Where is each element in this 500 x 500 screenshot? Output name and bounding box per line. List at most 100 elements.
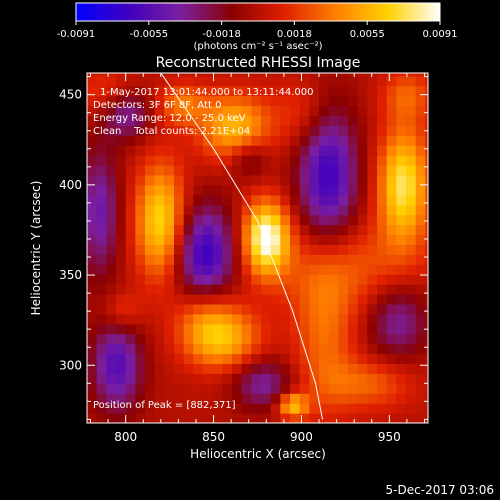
heatmap-cell: [348, 274, 359, 285]
heatmap-cell: [377, 244, 388, 255]
heatmap-cell: [367, 313, 378, 325]
heatmap-cell: [87, 313, 98, 325]
heatmap-cell: [309, 174, 320, 186]
heatmap-cell: [328, 254, 339, 265]
heatmap-cell: [135, 115, 146, 126]
heatmap-cell: [241, 75, 252, 87]
heatmap-cell: [154, 125, 165, 136]
heatmap-cell: [377, 95, 388, 107]
heatmap-cell: [96, 234, 107, 245]
heatmap-cell: [357, 373, 368, 384]
heatmap-cell: [145, 393, 156, 404]
annotation-time-range: 1-May-2017 13:01:44.000 to 13:11:44.000: [100, 87, 313, 98]
heatmap-cell: [125, 383, 136, 394]
heatmap-cell: [193, 393, 204, 404]
heatmap-cell: [299, 413, 310, 423]
heatmap-cell: [396, 135, 407, 146]
heatmap-cell: [203, 194, 214, 206]
heatmap-cell: [106, 343, 117, 355]
heatmap-cell: [241, 155, 252, 166]
heatmap-cell: [415, 145, 426, 156]
heatmap-cell: [406, 125, 417, 136]
heatmap-cell: [87, 75, 98, 87]
heatmap-cell: [309, 274, 320, 285]
heatmap-cell: [251, 184, 262, 196]
heatmap-cell: [425, 393, 428, 404]
heatmap-cell: [232, 75, 243, 87]
heatmap-cell: [299, 165, 310, 176]
heatmap-cell: [203, 353, 214, 365]
heatmap-cell: [290, 184, 301, 196]
heatmap-cell: [96, 184, 107, 196]
heatmap-cell: [96, 194, 107, 206]
heatmap-cell: [377, 73, 388, 77]
heatmap-cell: [280, 303, 291, 315]
heatmap-cell: [212, 244, 223, 255]
heatmap-cell: [377, 105, 388, 116]
heatmap-cell: [164, 294, 175, 305]
heatmap-cell: [154, 174, 165, 186]
heatmap-cell: [425, 303, 428, 315]
heatmap-cell: [309, 95, 320, 107]
heatmap-cell: [357, 323, 368, 335]
heatmap-cell: [222, 284, 233, 295]
heatmap-cell: [251, 95, 262, 107]
heatmap-cell: [96, 174, 107, 186]
heatmap-cell: [348, 323, 359, 335]
heatmap-cell: [261, 313, 272, 325]
heatmap-cell: [406, 234, 417, 245]
heatmap-cell: [232, 254, 243, 265]
heatmap-cell: [241, 343, 252, 355]
heatmap-cell: [261, 165, 272, 176]
heatmap-cell: [425, 214, 428, 226]
heatmap-cell: [232, 413, 243, 423]
heatmap-cell: [406, 284, 417, 295]
heatmap-cell: [357, 73, 368, 77]
heatmap-cell: [106, 403, 117, 414]
heatmap-cell: [425, 284, 428, 295]
heatmap-cell: [328, 363, 339, 374]
heatmap-cell: [357, 115, 368, 126]
heatmap-cell: [367, 85, 378, 97]
heatmap-cell: [135, 393, 146, 404]
heatmap-cell: [145, 274, 156, 285]
heatmap-cell: [396, 303, 407, 315]
heatmap-cell: [415, 224, 426, 236]
heatmap-cell: [222, 313, 233, 325]
heatmap-cell: [174, 184, 185, 196]
heatmap-cell: [357, 75, 368, 87]
heatmap-cell: [319, 403, 330, 414]
heatmap-cell: [280, 145, 291, 156]
heatmap-cell: [377, 145, 388, 156]
heatmap-cell: [367, 155, 378, 166]
heatmap-cell: [106, 383, 117, 394]
heatmap-cell: [377, 313, 388, 325]
heatmap-cells: [87, 73, 428, 423]
heatmap-cell: [164, 254, 175, 265]
heatmap-cell: [367, 145, 378, 156]
heatmap-cell: [309, 73, 320, 77]
heatmap-cell: [164, 244, 175, 255]
heatmap-cell: [377, 403, 388, 414]
heatmap-cell: [299, 323, 310, 335]
heatmap-cell: [106, 73, 117, 77]
heatmap-cell: [386, 73, 397, 77]
heatmap-cell: [145, 174, 156, 186]
heatmap-cell: [193, 234, 204, 245]
heatmap-cell: [222, 204, 233, 216]
heatmap-cell: [280, 403, 291, 414]
heatmap-cell: [338, 174, 349, 186]
heatmap-cell: [309, 204, 320, 216]
heatmap-cell: [348, 343, 359, 355]
heatmap-cell: [290, 353, 301, 365]
heatmap-cell: [261, 303, 272, 315]
heatmap-cell: [135, 105, 146, 116]
heatmap-cell: [232, 204, 243, 216]
heatmap-cell: [193, 85, 204, 97]
heatmap-cell: [425, 73, 428, 77]
heatmap-cell: [145, 95, 156, 107]
heatmap-cell: [367, 333, 378, 345]
heatmap-cell: [280, 155, 291, 166]
heatmap-cell: [270, 135, 281, 146]
heatmap-cell: [251, 125, 262, 136]
